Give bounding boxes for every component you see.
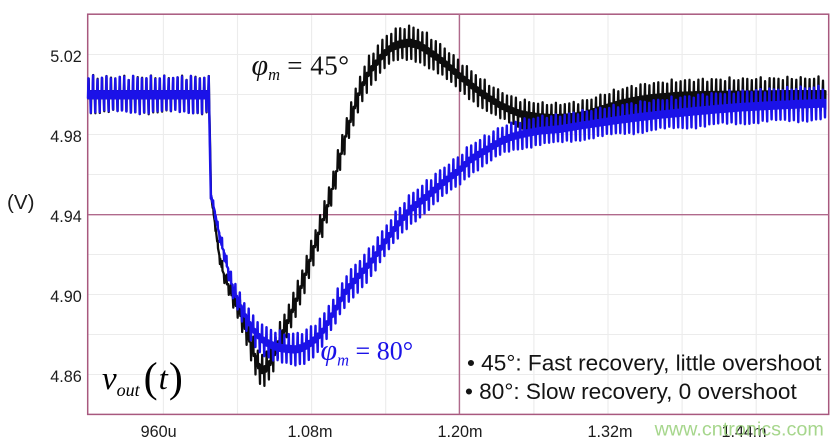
svg-text:1.08m: 1.08m	[288, 423, 333, 441]
svg-text:• 80°: Slow recovery, 0 oversh: • 80°: Slow recovery, 0 overshoot	[465, 379, 797, 404]
svg-text:• 45°: Fast recovery, little o: • 45°: Fast recovery, little overshoot	[467, 350, 822, 375]
svg-text:5.02: 5.02	[50, 48, 82, 66]
svg-text:4.86: 4.86	[50, 368, 82, 386]
svg-text:1.32m: 1.32m	[588, 423, 633, 441]
svg-text:www.cntronics.com: www.cntronics.com	[654, 419, 824, 441]
svg-text:(V): (V)	[7, 191, 34, 214]
svg-text:4.98: 4.98	[50, 128, 82, 146]
svg-text:4.94: 4.94	[50, 208, 82, 226]
svg-text:φm = 45°: φm = 45°	[252, 49, 350, 85]
svg-text:960u: 960u	[141, 423, 177, 441]
svg-text:4.90: 4.90	[50, 288, 82, 306]
svg-text:φm = 80°: φm = 80°	[321, 333, 414, 369]
svg-text:1.20m: 1.20m	[438, 423, 483, 441]
svg-text:vout(t): vout(t)	[102, 355, 183, 401]
svg-text:1.44m: 1.44m	[722, 423, 767, 441]
